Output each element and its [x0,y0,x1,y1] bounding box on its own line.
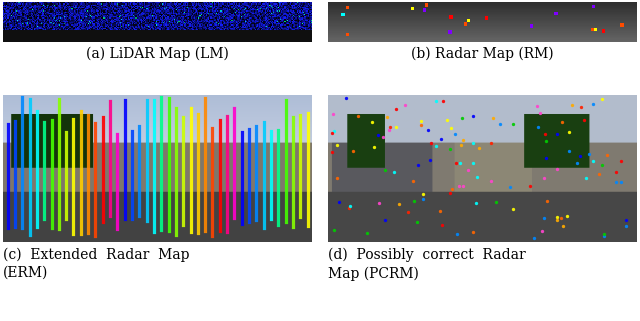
Text: (a) LiDAR Map (LM): (a) LiDAR Map (LM) [86,47,229,61]
Text: (d)  Possibly  correct  Radar
Map (PCRM): (d) Possibly correct Radar Map (PCRM) [328,247,525,281]
Text: (c)  Extended  Radar  Map
(ERM): (c) Extended Radar Map (ERM) [3,247,189,280]
Text: (b) Radar Map (RM): (b) Radar Map (RM) [411,47,554,61]
